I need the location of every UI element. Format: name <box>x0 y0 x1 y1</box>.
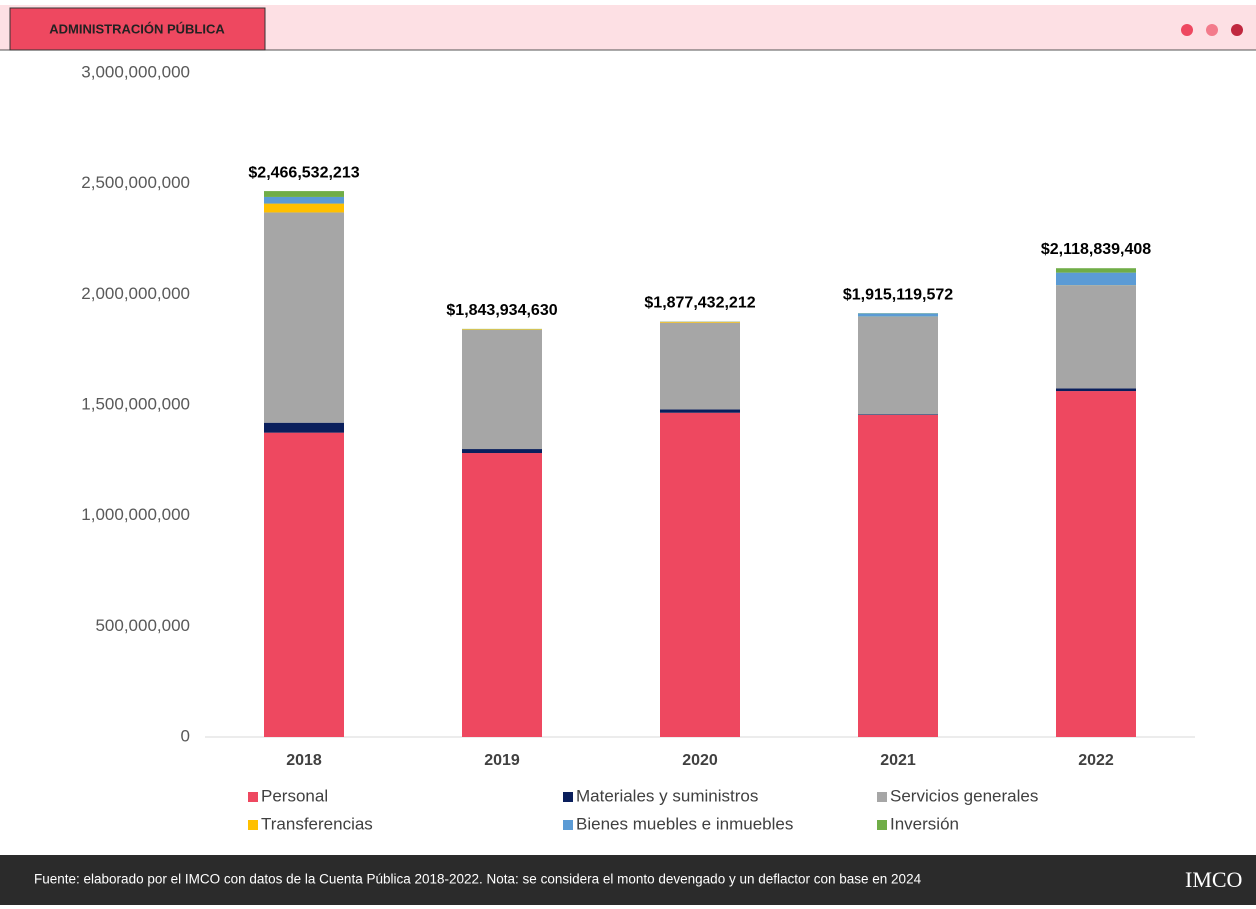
x-tick-label: 2018 <box>286 752 322 769</box>
bar-segment <box>1056 272 1136 286</box>
dot <box>1181 24 1193 36</box>
total-label: $1,877,432,212 <box>644 295 755 312</box>
legend-label: Bienes muebles e inmuebles <box>576 814 793 833</box>
legend-swatch <box>877 792 887 802</box>
logo: IMCO <box>1185 867 1242 892</box>
legend-label: Servicios generales <box>890 786 1038 805</box>
legend-label: Personal <box>261 786 328 805</box>
bar-segment <box>264 432 344 737</box>
total-label: $2,118,839,408 <box>1041 241 1151 258</box>
footer-bar <box>0 855 1256 905</box>
bar-segment <box>660 409 740 413</box>
legend-swatch <box>563 792 573 802</box>
y-tick-label: 2,500,000,000 <box>81 173 190 192</box>
y-tick-label: 1,500,000,000 <box>81 394 190 413</box>
dot <box>1231 24 1243 36</box>
legend-swatch <box>877 820 887 830</box>
bar-segment <box>858 313 938 317</box>
bar-segment <box>462 449 542 454</box>
x-tick-label: 2020 <box>682 752 718 769</box>
y-tick-label: 2,000,000,000 <box>81 284 190 303</box>
footer-note: Fuente: elaborado por el IMCO con datos … <box>34 872 922 887</box>
y-tick-label: 500,000,000 <box>95 616 190 635</box>
bar-segment <box>660 322 740 410</box>
legend-swatch <box>248 792 258 802</box>
bar-segment <box>264 203 344 213</box>
bar-segment <box>858 414 938 737</box>
header-title: ADMINISTRACIÓN PÚBLICA <box>49 21 225 36</box>
bar-segment <box>660 321 740 323</box>
bar-segment <box>462 453 542 737</box>
bar-segment <box>264 191 344 197</box>
bar-segment <box>1056 285 1136 389</box>
bar-segment <box>1056 391 1136 737</box>
bar-segment <box>264 422 344 433</box>
bar-segment <box>264 196 344 204</box>
y-tick-label: 3,000,000,000 <box>81 62 190 81</box>
bar-segment <box>264 212 344 423</box>
bar-segment <box>660 412 740 737</box>
legend-label: Materiales y suministros <box>576 786 758 805</box>
dot <box>1206 24 1218 36</box>
x-tick-label: 2022 <box>1078 752 1114 769</box>
plot: 0 500,000,000 1,000,000,000 1,500,000,000 2,… <box>81 62 1195 833</box>
total-label: $2,466,532,213 <box>248 164 359 181</box>
bar-segment <box>858 316 938 415</box>
header-tab <box>9 7 266 51</box>
bar-segment <box>462 329 542 450</box>
total-label: $1,915,119,572 <box>843 286 953 303</box>
legend-swatch <box>563 820 573 830</box>
x-tick-label: 2021 <box>880 752 916 769</box>
y-tick-label: 1,000,000,000 <box>81 505 190 524</box>
bar-segment <box>858 414 938 415</box>
legend-swatch <box>248 820 258 830</box>
x-tick-label: 2019 <box>484 752 520 769</box>
legend-label: Transferencias <box>261 814 373 833</box>
total-label: $1,843,934,630 <box>446 302 557 319</box>
bar-segment <box>1056 268 1136 273</box>
bar-segment <box>1056 388 1136 392</box>
legend-label: Inversión <box>890 814 959 833</box>
bar-segment <box>462 329 542 330</box>
y-tick-label: 0 <box>181 726 190 745</box>
